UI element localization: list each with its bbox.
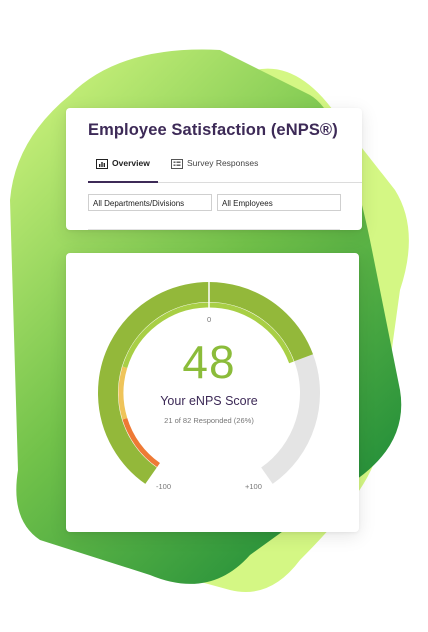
gauge-promoter-segment: [122, 302, 294, 369]
employee-filter-select[interactable]: All Employees: [217, 194, 341, 211]
department-filter-select[interactable]: All Departments/Divisions: [88, 194, 212, 211]
active-tab-indicator: [88, 181, 158, 183]
gauge-detractor-segment: [122, 417, 160, 468]
tab-survey-responses-label: Survey Responses: [187, 158, 259, 168]
enps-score-label: Your eNPS Score: [160, 394, 258, 408]
bar-chart-icon: [96, 159, 108, 169]
enps-score-value: 48: [182, 336, 236, 388]
page-title: Employee Satisfaction (eNPS®): [88, 121, 338, 139]
gauge-passive-segment: [118, 366, 128, 420]
tab-bar: Overview Survey Responses: [88, 158, 362, 182]
enps-gauge-card: 0 48 Your eNPS Score 21 of 82 Responded …: [66, 253, 359, 532]
tab-overview-label: Overview: [112, 158, 150, 168]
tab-survey-responses[interactable]: Survey Responses: [171, 158, 258, 182]
tab-overview[interactable]: Overview: [96, 158, 150, 182]
enps-header-card: Employee Satisfaction (eNPS®) Overview S…: [66, 108, 362, 230]
response-count: 21 of 82 Responded (26%): [164, 416, 254, 425]
gauge-max-label: +100: [245, 482, 262, 491]
gauge-value-arc: [98, 282, 314, 484]
tab-divider: [88, 182, 362, 183]
gauge-min-label: -100: [156, 482, 172, 491]
header-bottom-divider: [88, 229, 340, 230]
list-icon: [171, 159, 183, 169]
gauge-zero-label: 0: [207, 315, 212, 324]
enps-gauge: [98, 282, 320, 484]
gauge-track-remaining: [260, 354, 320, 484]
